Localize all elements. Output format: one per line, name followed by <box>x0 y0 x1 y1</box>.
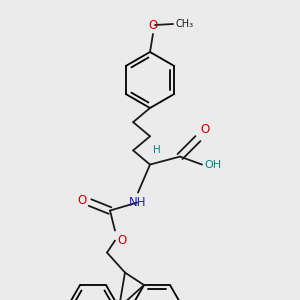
Text: CH₃: CH₃ <box>176 19 194 29</box>
Text: NH: NH <box>129 196 147 208</box>
Text: O: O <box>78 194 87 207</box>
Text: O: O <box>117 234 126 247</box>
Text: O: O <box>148 19 158 32</box>
Text: H: H <box>153 145 161 154</box>
Text: OH: OH <box>204 160 221 170</box>
Text: O: O <box>200 123 209 136</box>
